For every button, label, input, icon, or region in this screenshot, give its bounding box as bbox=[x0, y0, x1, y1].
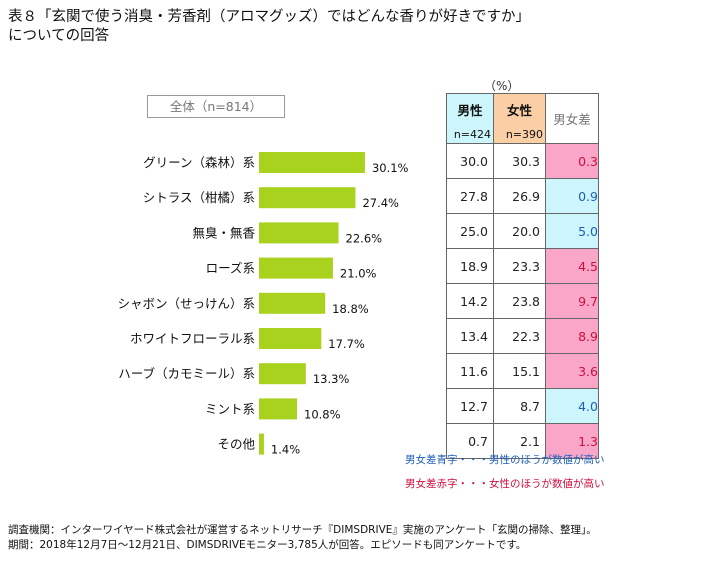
category-label: ホワイトフローラル系 bbox=[130, 331, 255, 346]
footer-line-2: 期間：2018年12月7日～12月21日、DIMSDRIVEモニター3,785人… bbox=[8, 539, 527, 551]
category-label: その他 bbox=[217, 437, 255, 452]
value-label: 1.4% bbox=[271, 443, 300, 457]
unit-label: （%） bbox=[484, 79, 520, 93]
table-row: 30.0 30.3 0.3 bbox=[446, 143, 599, 179]
category-label: シトラス（柑橘）系 bbox=[143, 190, 255, 205]
male-value: 25.0 bbox=[446, 213, 494, 249]
female-value: 23.3 bbox=[493, 248, 546, 284]
male-n: n=424 bbox=[453, 128, 491, 141]
gender-comparison-table: 男性 n=424 女性 n=390 男女差 30.0 30.3 0.3 27.8 26.… bbox=[446, 93, 599, 459]
diff-value: 5.0 bbox=[545, 213, 599, 249]
category-label: ミント系 bbox=[205, 401, 255, 416]
diff-value: 0.3 bbox=[545, 143, 599, 179]
bar-chart: グリーン（森林）系 30.1% シトラス（柑橘）系 27.4% 無臭・無香 22.6% ロー… bbox=[117, 152, 409, 457]
chart-title: 表８「玄関で使う消臭・芳香剤（アロマグッズ）ではどんな香りが好きですか」 につい… bbox=[8, 8, 688, 46]
category-label: ローズ系 bbox=[206, 261, 255, 276]
male-value: 14.2 bbox=[446, 283, 494, 319]
diff-value: 4.5 bbox=[545, 248, 599, 284]
bar bbox=[259, 222, 339, 244]
diff-value: 1.3 bbox=[545, 423, 599, 459]
male-value: 27.8 bbox=[446, 178, 494, 214]
bar bbox=[259, 187, 356, 209]
value-label: 22.6% bbox=[346, 231, 383, 245]
note-blue: 男女差青字・・・男性のほうが数値が高い bbox=[405, 454, 605, 466]
bar bbox=[259, 363, 306, 385]
male-value: 11.6 bbox=[446, 353, 494, 389]
value-label: 27.4% bbox=[362, 196, 399, 210]
female-value: 20.0 bbox=[493, 213, 546, 249]
male-value: 12.7 bbox=[446, 388, 494, 424]
category-label: ハーブ（カモミール）系 bbox=[118, 366, 255, 381]
category-label: 無臭・無香 bbox=[192, 225, 255, 240]
bar bbox=[259, 398, 298, 420]
female-value: 26.9 bbox=[493, 178, 546, 214]
value-label: 18.8% bbox=[332, 302, 369, 316]
table-row: 12.7 8.7 4.0 bbox=[446, 388, 599, 424]
category-label: シャボン（せっけん）系 bbox=[117, 296, 255, 311]
bar bbox=[259, 328, 322, 349]
value-label: 30.1% bbox=[372, 161, 409, 175]
value-label: 13.3% bbox=[313, 372, 350, 386]
diff-value: 4.0 bbox=[545, 388, 599, 424]
title-line-1: 表８「玄関で使う消臭・芳香剤（アロマグッズ）ではどんな香りが好きですか」 bbox=[8, 9, 530, 25]
table-row: 14.2 23.8 9.7 bbox=[446, 283, 599, 319]
note-red: 男女差赤字・・・女性のほうが数値が高い bbox=[405, 478, 605, 490]
title-line-2: についての回答 bbox=[8, 28, 110, 44]
bar bbox=[259, 257, 333, 279]
table-row: 18.9 23.3 4.5 bbox=[446, 248, 599, 284]
male-value: 13.4 bbox=[446, 318, 494, 354]
female-header: 女性 n=390 bbox=[493, 93, 546, 144]
female-value: 22.3 bbox=[493, 318, 546, 354]
female-value: 15.1 bbox=[493, 353, 546, 389]
category-label: グリーン（森林）系 bbox=[143, 155, 255, 170]
female-value: 8.7 bbox=[493, 388, 546, 424]
diff-value: 8.9 bbox=[545, 318, 599, 354]
table-row: 11.6 15.1 3.6 bbox=[446, 353, 599, 389]
female-n: n=390 bbox=[505, 128, 543, 141]
footer: 調査機関：インターワイヤード株式会社が運営するネットリサーチ『DIMSDRIVE… bbox=[8, 523, 597, 553]
male-header: 男性 n=424 bbox=[446, 93, 494, 144]
table-row: 13.4 22.3 8.9 bbox=[446, 318, 599, 354]
diff-value: 9.7 bbox=[545, 283, 599, 319]
table-row: 27.8 26.9 0.9 bbox=[446, 178, 599, 214]
female-label: 女性 bbox=[506, 103, 532, 118]
male-label: 男性 bbox=[457, 103, 483, 118]
male-value: 18.9 bbox=[446, 248, 494, 284]
table-header-row: 男性 n=424 女性 n=390 男女差 bbox=[446, 93, 599, 144]
total-sample-label: 全体（n=814） bbox=[147, 95, 285, 118]
table-row: 25.0 20.0 5.0 bbox=[446, 213, 599, 249]
value-label: 21.0% bbox=[340, 267, 377, 281]
value-label: 17.7% bbox=[328, 337, 365, 351]
diff-value: 0.9 bbox=[545, 178, 599, 214]
diff-header: 男女差 bbox=[545, 93, 599, 144]
female-value: 2.1 bbox=[493, 423, 546, 459]
diff-value: 3.6 bbox=[545, 353, 599, 389]
female-value: 23.8 bbox=[493, 283, 546, 319]
footer-line-1: 調査機関：インターワイヤード株式会社が運営するネットリサーチ『DIMSDRIVE… bbox=[8, 524, 597, 536]
female-value: 30.3 bbox=[493, 143, 546, 179]
male-value: 30.0 bbox=[446, 143, 494, 179]
bar bbox=[259, 152, 365, 173]
bar bbox=[259, 292, 326, 314]
bar bbox=[259, 433, 264, 455]
table-row: 0.7 2.1 1.3 bbox=[446, 423, 599, 459]
value-label: 10.8% bbox=[304, 407, 341, 421]
male-value: 0.7 bbox=[446, 423, 494, 459]
